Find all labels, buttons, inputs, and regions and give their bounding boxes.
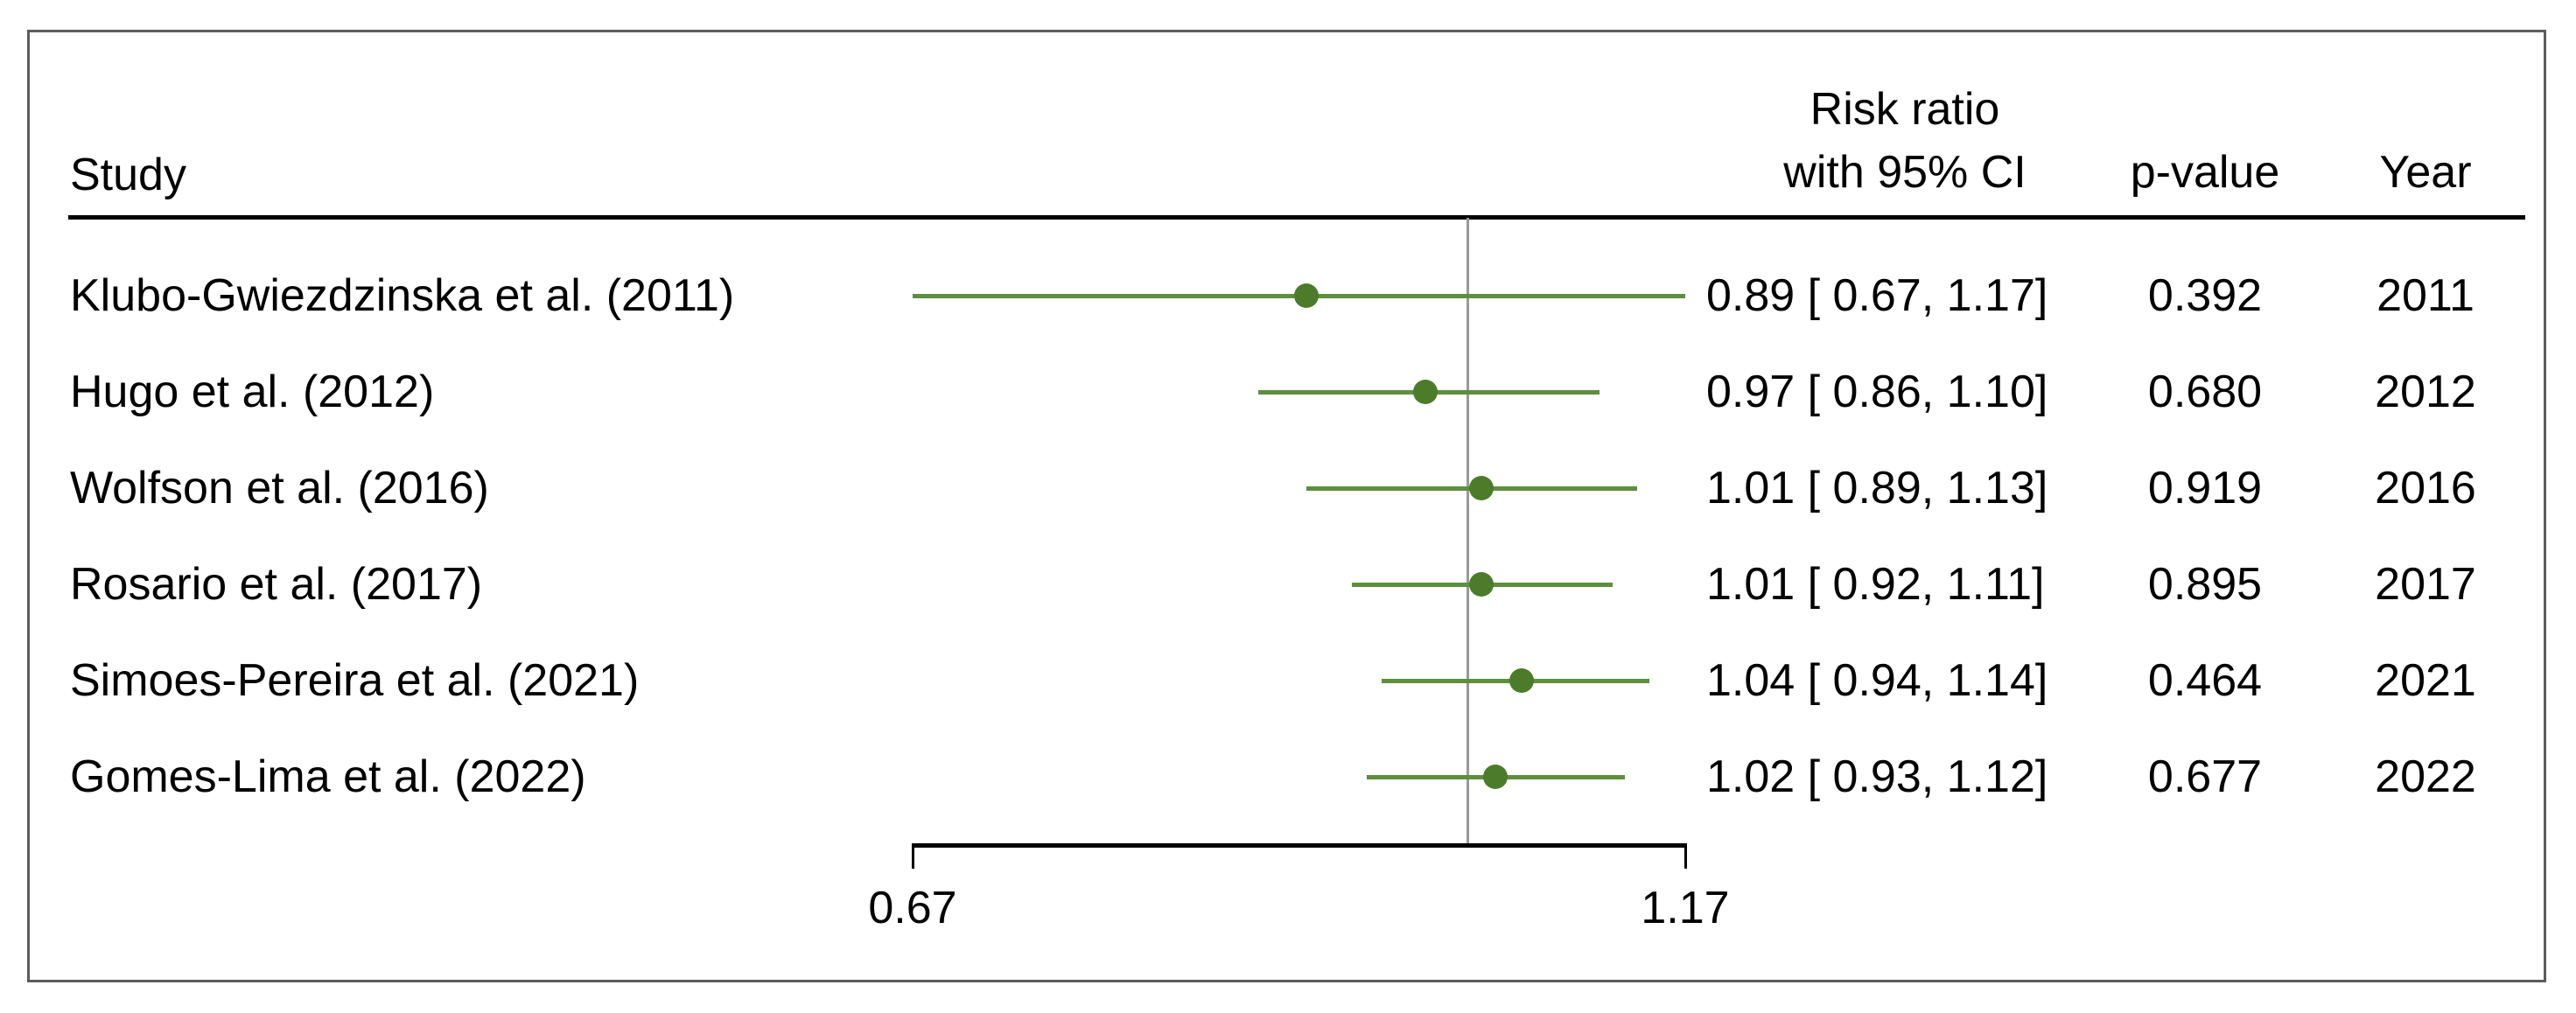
ci-text: 0.89 [ 0.67, 1.17]	[1706, 270, 2048, 321]
ci-text: 1.01 [ 0.92, 1.11]	[1706, 559, 2045, 610]
header-rule	[68, 215, 2525, 220]
figure-panel	[27, 30, 2546, 982]
p-value: 0.392	[2147, 270, 2263, 321]
point-estimate-marker	[1469, 476, 1494, 500]
column-header-study: Study	[70, 150, 186, 200]
point-estimate-marker	[1482, 765, 1508, 789]
ci-text: 1.02 [ 0.93, 1.12]	[1706, 751, 2048, 802]
column-header-pvalue: p-value	[2130, 147, 2280, 198]
point-estimate-marker	[1413, 380, 1438, 404]
study-label: Rosario et al. (2017)	[70, 559, 483, 610]
p-value: 0.677	[2147, 751, 2263, 802]
effect-header-line2: with 95% CI	[1783, 147, 2026, 198]
year-value: 2011	[2376, 270, 2474, 321]
p-value: 0.680	[2147, 367, 2263, 417]
p-value: 0.464	[2147, 655, 2263, 706]
year-value: 2016	[2375, 463, 2476, 513]
study-label: Simoes-Pereira et al. (2021)	[70, 655, 640, 706]
axis-tick-label-left: 0.67	[868, 883, 957, 933]
point-estimate-marker	[1509, 668, 1535, 693]
study-label: Hugo et al. (2012)	[70, 367, 435, 417]
ci-text: 0.97 [ 0.86, 1.10]	[1706, 367, 2048, 417]
reference-line	[1466, 218, 1469, 847]
axis-tick-label-right: 1.17	[1641, 883, 1730, 933]
study-label: Wolfson et al. (2016)	[70, 463, 489, 513]
p-value: 0.895	[2147, 559, 2263, 610]
axis-tick-right	[1684, 845, 1687, 869]
ci-text: 1.04 [ 0.94, 1.14]	[1706, 655, 2048, 706]
study-label: Klubo-Gwiezdzinska et al. (2011)	[70, 270, 735, 321]
year-value: 2022	[2375, 751, 2476, 802]
point-estimate-marker	[1293, 283, 1319, 308]
column-header-year: Year	[2379, 147, 2472, 198]
axis-tick-left	[911, 845, 914, 869]
point-estimate-marker	[1469, 572, 1494, 597]
axis-line	[911, 843, 1687, 848]
ci-text: 1.01 [ 0.89, 1.13]	[1706, 463, 2048, 513]
year-value: 2017	[2375, 559, 2476, 610]
year-value: 2021	[2375, 655, 2476, 706]
effect-header-line1: Risk ratio	[1810, 84, 2000, 135]
year-value: 2012	[2375, 367, 2476, 417]
study-label: Gomes-Lima et al. (2022)	[70, 751, 586, 802]
p-value: 0.919	[2147, 463, 2263, 513]
